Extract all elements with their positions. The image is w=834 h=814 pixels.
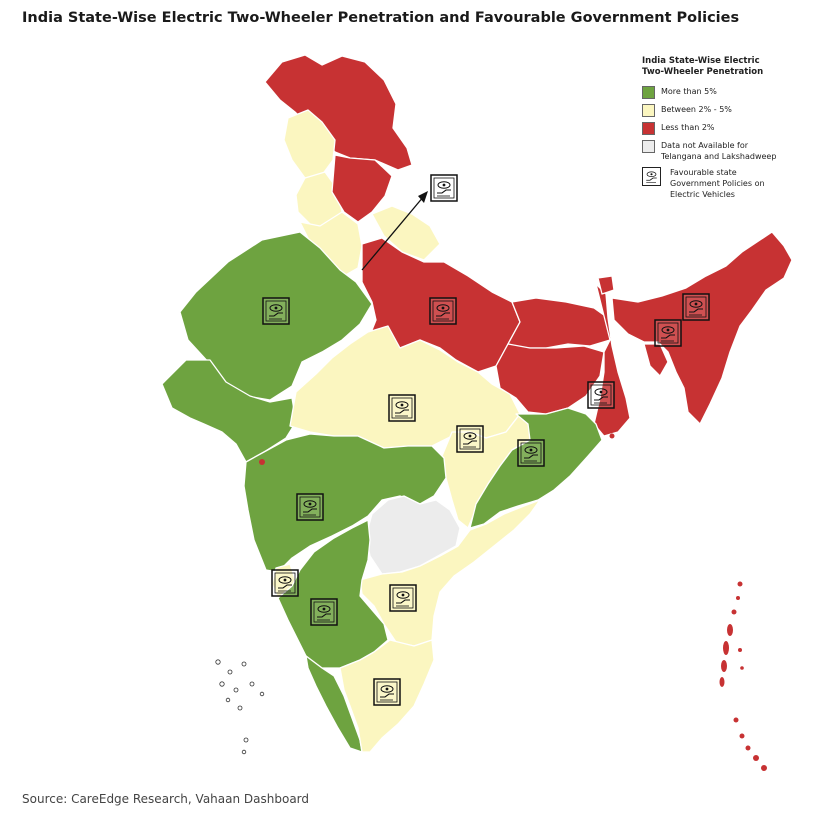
legend-label: Less than 2%: [661, 123, 715, 132]
legend-swatch-red: [642, 122, 655, 135]
legend-label: Favourable state Government Policies on …: [670, 168, 765, 199]
delhi-arrow: [361, 195, 425, 271]
policy-marker-meghalaya: [654, 319, 682, 347]
policy-marker-tamil-nadu: [373, 678, 401, 706]
policy-marker-rajasthan: [262, 297, 290, 325]
policy-marker-madhya-pradesh: [388, 394, 416, 422]
state-gujarat: [161, 359, 297, 463]
legend-item-not-available: Data not Available for Telangana and Lak…: [642, 140, 827, 162]
policy-marker-west-bengal: [587, 381, 615, 409]
legend-item-policy: Favourable state Government Policies on …: [642, 167, 827, 200]
ev-policy-icon: [642, 167, 661, 186]
legend-item-less-than-2: Less than 2%: [642, 122, 827, 135]
policy-marker-karnataka: [310, 598, 338, 626]
legend-swatch-grey: [642, 140, 655, 153]
state-odisha: [469, 407, 603, 529]
state-jammu-kashmir: [264, 54, 413, 171]
andaman-islands: [259, 433, 767, 771]
legend-label: More than 5%: [661, 87, 717, 96]
policy-marker-delhi: [430, 174, 458, 202]
policy-marker-chhattisgarh: [456, 425, 484, 453]
state-uttarakhand: [331, 154, 393, 223]
state-jharkhand: [495, 343, 605, 415]
policy-marker-andhra-pradesh: [389, 584, 417, 612]
source-note: Source: CareEdge Research, Vahaan Dashbo…: [22, 792, 310, 806]
map-title: India State-Wise Electric Two-Wheeler Pe…: [22, 10, 740, 26]
state-himachal-pradesh: [283, 109, 336, 179]
legend-item-between-2-5: Between 2% - 5%: [642, 104, 827, 117]
lakshadweep-islands: [215, 659, 265, 755]
policy-marker-assam: [682, 293, 710, 321]
legend-swatch-yellow: [642, 104, 655, 117]
state-sikkim: [597, 275, 615, 295]
state-bihar: [507, 297, 611, 349]
legend: India State-Wise Electric Two-Wheeler Pe…: [642, 56, 827, 205]
state-telangana: [365, 495, 461, 575]
state-up-west: [371, 205, 441, 261]
legend-item-more-than-5: More than 5%: [642, 86, 827, 99]
state-northeast: [611, 231, 793, 425]
policy-marker-odisha: [517, 439, 545, 467]
legend-swatch-green: [642, 86, 655, 99]
policy-marker-uttar-pradesh: [429, 297, 457, 325]
arrow-head: [418, 191, 428, 203]
policy-marker-goa: [271, 569, 299, 597]
legend-title: India State-Wise Electric Two-Wheeler Pe…: [642, 56, 764, 77]
legend-label: Between 2% - 5%: [661, 105, 732, 114]
policy-marker-maharashtra: [296, 493, 324, 521]
legend-label: Data not Available for Telangana and Lak…: [661, 141, 777, 161]
